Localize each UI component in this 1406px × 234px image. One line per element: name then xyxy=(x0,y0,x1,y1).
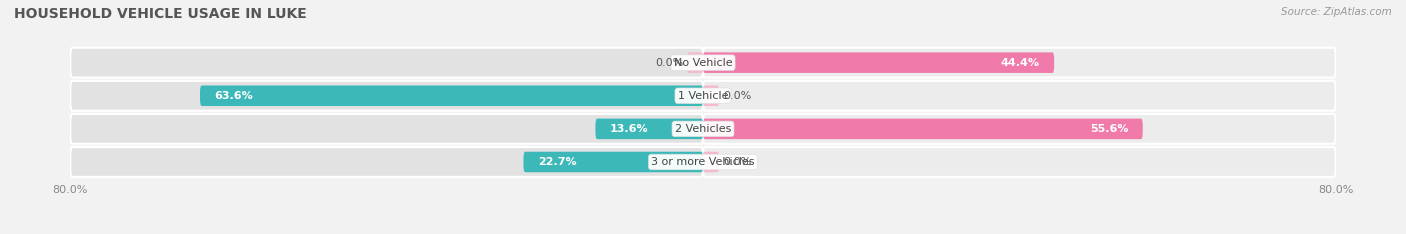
FancyBboxPatch shape xyxy=(703,52,1054,73)
Bar xyxy=(703,147,1336,177)
Text: 3 or more Vehicles: 3 or more Vehicles xyxy=(651,157,755,167)
Text: 1 Vehicle: 1 Vehicle xyxy=(678,91,728,101)
Text: 2 Vehicles: 2 Vehicles xyxy=(675,124,731,134)
Text: 44.4%: 44.4% xyxy=(1001,58,1040,68)
Text: 13.6%: 13.6% xyxy=(610,124,648,134)
Text: 0.0%: 0.0% xyxy=(723,91,751,101)
FancyBboxPatch shape xyxy=(703,114,1336,144)
Bar xyxy=(70,114,703,144)
FancyBboxPatch shape xyxy=(688,52,703,73)
FancyBboxPatch shape xyxy=(703,119,1143,139)
Bar xyxy=(70,147,703,177)
Text: 0.0%: 0.0% xyxy=(655,58,683,68)
Text: 55.6%: 55.6% xyxy=(1090,124,1129,134)
Text: No Vehicle: No Vehicle xyxy=(673,58,733,68)
Text: Source: ZipAtlas.com: Source: ZipAtlas.com xyxy=(1281,7,1392,17)
FancyBboxPatch shape xyxy=(70,81,703,111)
FancyBboxPatch shape xyxy=(703,85,718,106)
FancyBboxPatch shape xyxy=(703,81,1336,111)
Text: 22.7%: 22.7% xyxy=(537,157,576,167)
Text: 0.0%: 0.0% xyxy=(723,157,751,167)
Bar xyxy=(70,81,703,111)
FancyBboxPatch shape xyxy=(596,119,703,139)
FancyBboxPatch shape xyxy=(523,152,703,172)
FancyBboxPatch shape xyxy=(70,48,703,77)
Text: HOUSEHOLD VEHICLE USAGE IN LUKE: HOUSEHOLD VEHICLE USAGE IN LUKE xyxy=(14,7,307,21)
Text: 63.6%: 63.6% xyxy=(214,91,253,101)
Bar xyxy=(703,48,1336,77)
FancyBboxPatch shape xyxy=(200,85,703,106)
Bar xyxy=(70,48,703,77)
FancyBboxPatch shape xyxy=(70,114,703,144)
FancyBboxPatch shape xyxy=(703,147,1336,177)
FancyBboxPatch shape xyxy=(703,48,1336,77)
FancyBboxPatch shape xyxy=(70,147,703,177)
FancyBboxPatch shape xyxy=(703,152,718,172)
Bar xyxy=(703,114,1336,144)
Bar xyxy=(703,81,1336,111)
